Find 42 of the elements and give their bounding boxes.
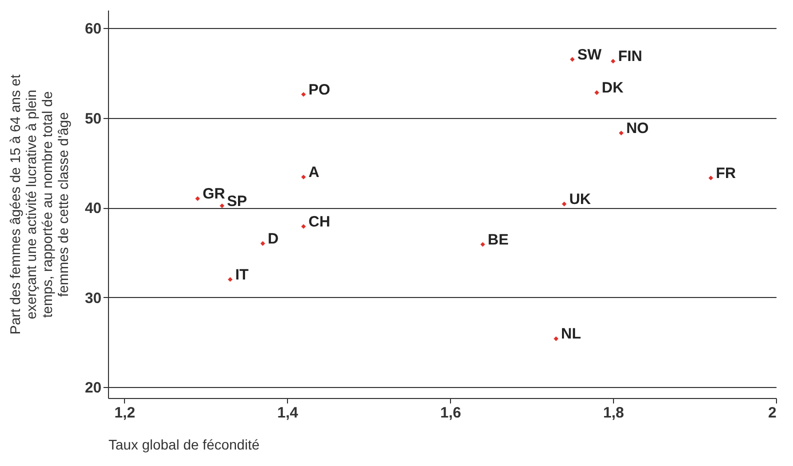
point [618,130,624,136]
y-tick-label: 50 [84,110,102,128]
x-axis-title: Taux global de fécondité [108,436,260,452]
point [562,202,567,206]
annotation: SW [577,46,602,64]
y-tick-label: 60 [84,20,102,38]
annotation: CH [308,213,330,230]
annotation: FIN [618,48,642,66]
annotation: NO [626,120,650,138]
annotation: SP [227,192,248,210]
point [301,92,306,97]
point [260,241,266,246]
point [195,196,200,201]
y-tick-label: 20 [84,380,102,397]
annotation: IT [235,266,249,284]
annotation: UK [569,191,592,208]
y-axis-title: Part des femmes âgées de 15 à 64 ans et exerçant une activité lucrative à plein temps, rapportée au nombre total de femmes de cette classe d'âge [6,74,71,334]
annotation: NL [561,326,582,343]
x-tick-label: 2 [768,404,776,422]
annotation: DK [602,80,624,97]
point [554,336,558,342]
x-tick-label: 1,8 [603,404,624,422]
annotation: D [268,230,279,248]
point [594,90,600,95]
point [708,176,714,180]
y-tick-label: 30 [84,290,102,307]
point [480,242,486,247]
annotation: FR [716,164,736,182]
annotation: PO [308,81,331,98]
annotation: BE [488,231,509,248]
annotation: A [308,164,320,182]
point [228,277,233,282]
point [220,203,224,208]
y-tick-label: 40 [84,200,102,218]
point [301,224,306,229]
point [570,57,575,62]
x-tick-label: 1,2 [114,404,136,422]
point [301,174,306,180]
x-tick-label: 1,6 [440,404,462,422]
annotation: GR [202,186,226,203]
point [610,58,616,64]
x-tick-label: 1,4 [277,404,299,422]
